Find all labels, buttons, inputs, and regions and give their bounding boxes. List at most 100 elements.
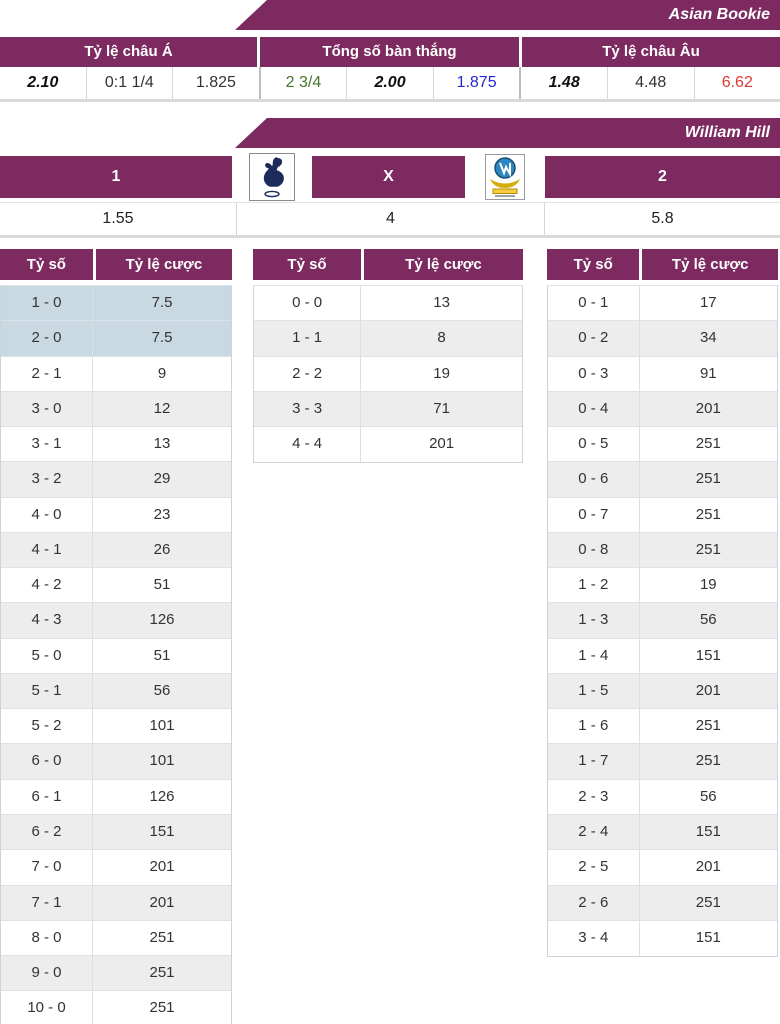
odds-cell: 201 (149, 893, 175, 911)
score-row: 10 - 0 251 (1, 991, 231, 1024)
summary-odds-value: 1.825 (173, 67, 261, 99)
score-column-header: Tỷ số (547, 249, 640, 280)
score-row: 6 - 1 126 (1, 779, 231, 815)
score-cell: 5 - 1 (1, 673, 93, 709)
score-row: 1 - 2 19 (548, 568, 777, 604)
score-row: 1 - 1 8 (254, 321, 522, 357)
odds-cell: 201 (695, 399, 721, 417)
score-cell: 1 - 5 (548, 673, 640, 709)
odds-cell: 51 (153, 646, 171, 664)
match-odds-header-row: 1 X 2 (0, 152, 780, 202)
odds-cell: 126 (149, 611, 175, 629)
score-cell: 1 - 3 (548, 603, 640, 638)
score-cell: 3 - 1 (1, 427, 93, 462)
asian-odds-header-row: Tỷ lệ châu Á Tổng số bàn thắng Tỷ lệ châ… (0, 37, 780, 67)
score-cell: 4 - 4 (254, 427, 362, 463)
euro-odds-header: Tỷ lệ châu Âu (522, 37, 780, 67)
odds-cell: 251 (695, 752, 721, 770)
score-cell: 4 - 3 (1, 603, 93, 638)
score-row: 0 - 6 251 (548, 462, 777, 498)
away-logo-box (465, 154, 545, 200)
score-cell: 0 - 0 (254, 286, 362, 321)
summary-odds-value: 2.00 (347, 67, 434, 99)
odds-cell: 201 (149, 858, 175, 876)
odds-cell: 56 (153, 681, 171, 699)
table-body: 0 - 1 17 0 - 2 34 0 - 3 91 0 - 4 201 0 - 5 251 0 -… (547, 285, 778, 958)
odds-cell: 56 (699, 787, 717, 805)
score-cell: 7 - 1 (1, 885, 93, 920)
score-row: 4 - 4 201 (254, 427, 522, 463)
score-cell: 6 - 1 (1, 779, 93, 814)
score-row: 2 - 0 7.5 (1, 321, 231, 357)
score-cell: 3 - 4 (548, 920, 640, 957)
score-cell: 1 - 7 (548, 744, 640, 779)
score-row: 2 - 4 151 (548, 814, 777, 851)
odds-cell: 19 (433, 364, 450, 382)
score-row: 1 - 3 56 (548, 603, 777, 639)
score-cell: 6 - 2 (1, 814, 93, 850)
odds-cell: 7.5 (151, 329, 173, 347)
score-cell: 9 - 0 (1, 956, 93, 991)
score-cell: 3 - 3 (254, 391, 362, 427)
william-hill-banner[interactable]: William Hill (235, 118, 780, 148)
score-row: 0 - 7 251 (548, 497, 777, 533)
asian-bookie-banner-label: Asian Bookie (668, 6, 770, 23)
away-win-header: 2 (545, 156, 780, 198)
score-row: 2 - 5 201 (548, 850, 777, 886)
score-cell: 0 - 8 (548, 532, 640, 568)
home-logo-box (232, 153, 312, 201)
odds-cell: 26 (153, 540, 171, 558)
home-win-header: 1 (0, 156, 232, 198)
odds-cell: 251 (695, 435, 721, 453)
score-cell: 8 - 0 (1, 920, 93, 956)
score-row: 1 - 7 251 (548, 744, 777, 780)
odds-cell: 51 (153, 576, 171, 594)
away-odds-value: 5.8 (651, 210, 674, 227)
score-row: 6 - 0 101 (1, 744, 231, 780)
score-cell: 1 - 0 (1, 286, 93, 321)
correct-score-tables: Tỷ số Tỷ lệ cược 1 - 0 7.5 2 - 0 7.5 2 - 1 9 3… (0, 249, 780, 1024)
odds-cell: 201 (429, 435, 455, 453)
odds-cell: 126 (149, 787, 175, 805)
score-row: 3 - 3 71 (254, 391, 522, 428)
score-cell: 0 - 2 (548, 321, 640, 356)
score-cell: 10 - 0 (1, 991, 93, 1024)
odds-cell: 23 (153, 505, 171, 523)
score-cell: 2 - 5 (548, 850, 640, 885)
score-cell: 1 - 2 (548, 568, 640, 603)
score-row: 4 - 2 51 (1, 568, 231, 604)
odds-cell: 12 (153, 399, 171, 417)
score-column-header: Tỷ số (253, 249, 361, 280)
score-cell: 0 - 1 (548, 286, 640, 321)
odds-column-header: Tỷ lệ cược (364, 249, 523, 280)
odds-cell: 13 (433, 294, 450, 311)
table-header: Tỷ số Tỷ lệ cược (253, 249, 523, 280)
score-row: 0 - 1 17 (548, 286, 777, 322)
match-odds-values-row: 1.55 4 5.8 (0, 202, 780, 238)
asian-bookie-banner[interactable]: Asian Bookie (235, 0, 780, 30)
odds-cell: 151 (695, 928, 721, 946)
score-row: 0 - 3 91 (548, 356, 777, 392)
odds-cell: 251 (695, 505, 721, 523)
score-cell: 0 - 3 (548, 356, 640, 391)
score-row: 4 - 3 126 (1, 603, 231, 639)
home-odds-value: 1.55 (0, 203, 237, 235)
score-row: 2 - 2 19 (254, 356, 522, 392)
score-row: 5 - 2 101 (1, 709, 231, 745)
home-win-score-table: Tỷ số Tỷ lệ cược 1 - 0 7.5 2 - 0 7.5 2 - 1 9 3… (0, 249, 232, 1024)
odds-cell: 201 (695, 681, 721, 699)
score-row: 0 - 2 34 (548, 321, 777, 357)
table-header: Tỷ số Tỷ lệ cược (547, 249, 778, 280)
draw-header: X (312, 156, 465, 198)
odds-cell: 71 (433, 399, 450, 417)
score-cell: 1 - 4 (548, 638, 640, 673)
score-cell: 2 - 3 (548, 779, 640, 814)
score-cell: 2 - 0 (1, 321, 93, 356)
odds-cell: 29 (153, 470, 171, 488)
score-row: 6 - 2 151 (1, 814, 231, 851)
score-row: 1 - 6 251 (548, 709, 777, 745)
summary-odds-value: 2.10 (0, 67, 87, 99)
score-row: 5 - 1 56 (1, 673, 231, 710)
score-cell: 6 - 0 (1, 744, 93, 779)
odds-column-header: Tỷ lệ cược (95, 249, 232, 280)
